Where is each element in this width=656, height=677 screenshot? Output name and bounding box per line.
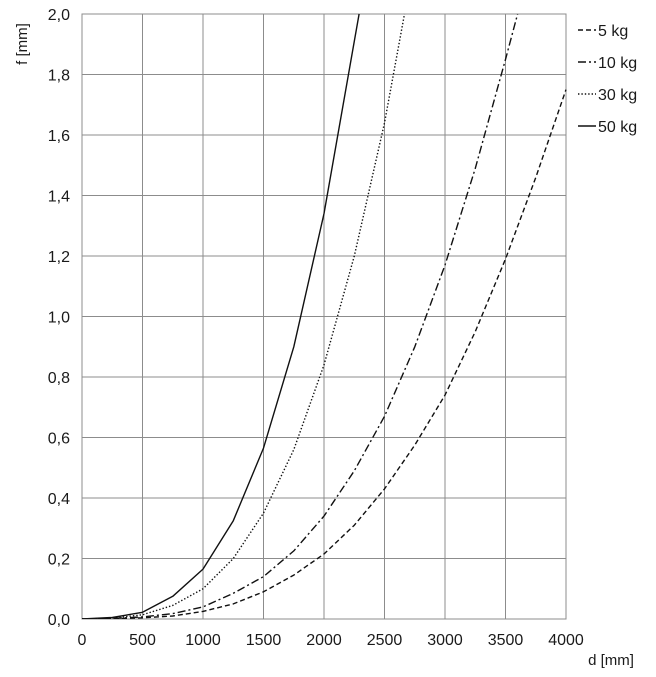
y-tick-label: 0,2 [48, 552, 70, 569]
y-tick-labels: 0,0 0,2 0,4 0,6 0,8 1,0 1,2 1,4 1,6 1,8 2,0 [48, 7, 70, 629]
x-axis-title: d [mm] [588, 652, 634, 669]
grid [81, 13, 567, 620]
legend-label: 10 kg [598, 55, 637, 72]
series-line-5-kg [82, 89, 567, 619]
x-tick-label: 3000 [427, 632, 463, 649]
legend-label: 30 kg [598, 87, 637, 104]
y-tick-label: 0,4 [48, 491, 70, 508]
legend: 5 kg 10 kg 30 kg 50 kg [578, 23, 637, 136]
x-tick-label: 1500 [246, 632, 282, 649]
x-tick-label: 1000 [185, 632, 221, 649]
y-tick-label: 1,8 [48, 68, 70, 85]
y-tick-label: 2,0 [48, 7, 70, 24]
y-tick-label: 0,8 [48, 370, 70, 387]
series-line-30-kg [82, 13, 406, 619]
plot-frame [81, 13, 567, 620]
y-tick-label: 1,4 [48, 189, 70, 206]
y-tick-label: 1,2 [48, 249, 70, 266]
x-tick-label: 0 [78, 632, 87, 649]
y-tick-label: 0,6 [48, 431, 70, 448]
x-tick-label: 4000 [548, 632, 584, 649]
series-line-10-kg [82, 13, 519, 619]
series-lines [82, 13, 567, 619]
y-tick-label: 1,6 [48, 128, 70, 145]
series-line-50-kg [82, 13, 360, 619]
y-axis-title: f [mm] [14, 23, 31, 65]
x-tick-labels: 0 500 1000 1500 2000 2500 3000 3500 4000 [78, 632, 584, 649]
x-tick-label: 2500 [367, 632, 403, 649]
x-tick-label: 500 [129, 632, 156, 649]
x-tick-label: 3500 [488, 632, 524, 649]
x-tick-label: 2000 [306, 632, 342, 649]
y-tick-label: 0,0 [48, 612, 70, 629]
legend-label: 50 kg [598, 119, 637, 136]
legend-label: 5 kg [598, 23, 628, 40]
y-tick-label: 1,0 [48, 310, 70, 327]
